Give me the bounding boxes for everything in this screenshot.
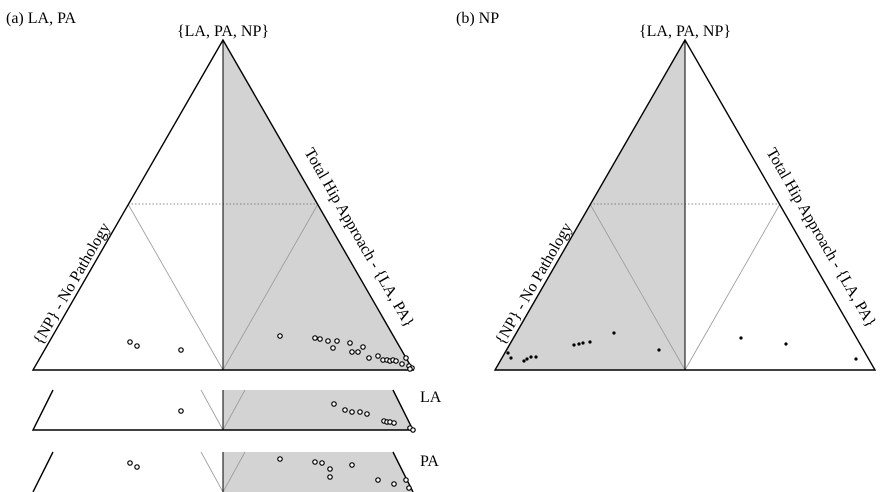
data-point [366,355,372,361]
data-point [391,481,397,487]
data-point [134,464,140,470]
data-point [360,344,366,350]
data-point [612,331,616,335]
strip-la: LA [31,389,442,433]
data-point [325,338,331,344]
data-point [127,460,133,466]
data-point [277,333,283,339]
strip-la-inner-left [200,389,224,431]
data-point [127,339,133,345]
data-point [317,336,323,342]
strip-pa: PA [32,451,439,492]
strip-la-outline [31,389,415,431]
data-point [525,357,529,361]
data-point [331,401,337,407]
strip-pa-inner-right [222,451,246,492]
data-point [399,361,405,367]
strip-pa-shaded [223,452,413,492]
data-point [391,420,397,426]
data-point [577,342,581,346]
panel-b-right-edge-label: Total Hip Approach - {LA, PA} [763,145,880,330]
data-point [375,353,381,359]
panel-a-inner-right [222,203,319,371]
data-point [509,356,513,360]
data-point [854,357,858,361]
strip-la-inner-right [222,389,246,431]
strip-pa-inner-left [200,451,224,492]
data-point [410,427,416,433]
data-point [349,409,355,415]
panel-a: (a) LA, PA {LA, PA, NP} {NP} - No Pathol… [6,10,417,372]
data-point [784,342,788,346]
data-point [393,358,399,364]
data-point [347,340,353,346]
data-point [657,348,661,352]
data-point [739,336,743,340]
data-point [355,349,361,355]
panel-a-inner-left [127,203,224,371]
data-point [334,338,340,344]
strip-la-shaded [223,390,413,430]
panel-a-left-edge-label: {NP} - No Pathology [30,220,114,348]
data-point [349,462,355,468]
data-point [277,456,283,462]
panel-b-inner-right [684,203,781,371]
panel-b-points [506,331,858,363]
panel-a-label: (a) LA, PA [6,10,77,27]
panel-a-triangle [31,38,415,371]
data-point [312,335,318,341]
panel-b: (b) NP {LA, PA, NP} {NP} - No Pathology … [456,10,880,371]
data-point [178,408,184,414]
data-point [134,343,140,349]
panel-a-points [127,333,415,372]
data-point [342,407,348,413]
strip-pa-label: PA [420,453,439,470]
data-point [349,349,355,355]
data-point [319,460,325,466]
data-point [375,477,381,483]
strip-la-points [178,401,416,433]
strip-pa-points [127,456,412,491]
data-point [588,340,592,344]
data-point [327,466,333,472]
data-point [327,474,333,480]
data-point [403,355,409,361]
panel-b-label: (b) NP [456,10,499,27]
panel-b-triangle [493,38,877,371]
strip-la-label: LA [420,389,442,406]
data-point [581,341,585,345]
data-point [407,366,413,372]
data-point [357,409,363,415]
strip-pa-left-edge [32,451,54,492]
panel-b-top-vertex-label: {LA, PA, NP} [639,23,731,40]
data-point [364,411,370,417]
panel-a-top-vertex-label: {LA, PA, NP} [177,23,269,40]
data-point [406,485,412,491]
data-point [506,351,510,355]
data-point [178,347,184,353]
data-point [529,355,533,359]
data-point [572,343,576,347]
data-point [403,477,409,483]
data-point [330,345,336,351]
panel-b-inner-left [589,203,686,371]
data-point [534,355,538,359]
data-point [312,459,318,465]
data-point [522,359,526,363]
